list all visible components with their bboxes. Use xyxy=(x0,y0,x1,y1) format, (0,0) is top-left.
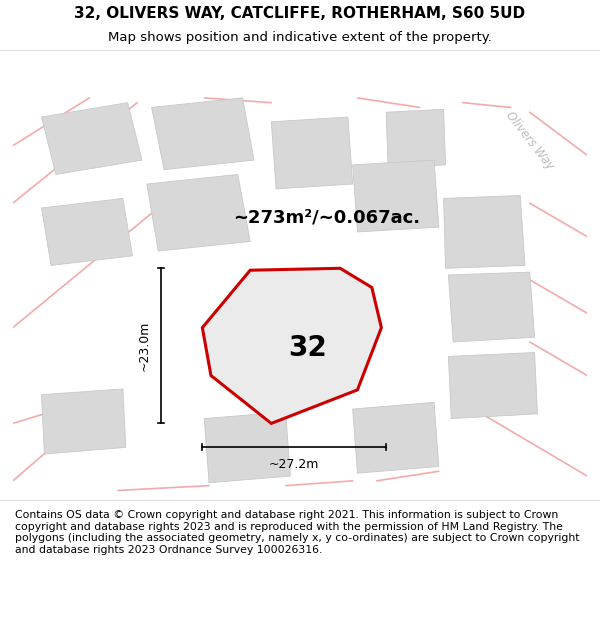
Polygon shape xyxy=(443,196,525,268)
Text: Contains OS data © Crown copyright and database right 2021. This information is : Contains OS data © Crown copyright and d… xyxy=(15,510,580,555)
Polygon shape xyxy=(448,272,535,342)
Polygon shape xyxy=(271,117,353,189)
Polygon shape xyxy=(152,98,254,169)
Text: 32: 32 xyxy=(289,334,327,362)
Polygon shape xyxy=(41,198,133,266)
Polygon shape xyxy=(41,102,142,174)
Polygon shape xyxy=(386,109,446,168)
Polygon shape xyxy=(448,352,538,419)
Polygon shape xyxy=(353,402,439,473)
Text: ~27.2m: ~27.2m xyxy=(269,458,319,471)
Polygon shape xyxy=(41,389,126,454)
Polygon shape xyxy=(147,174,250,251)
Polygon shape xyxy=(204,412,290,482)
Text: ~23.0m: ~23.0m xyxy=(137,321,151,371)
Text: ~273m²/~0.067ac.: ~273m²/~0.067ac. xyxy=(233,209,420,226)
Text: 32, OLIVERS WAY, CATCLIFFE, ROTHERHAM, S60 5UD: 32, OLIVERS WAY, CATCLIFFE, ROTHERHAM, S… xyxy=(74,6,526,21)
Polygon shape xyxy=(353,160,439,232)
Text: Olivers Way: Olivers Way xyxy=(503,109,556,173)
Polygon shape xyxy=(202,268,382,423)
Text: Map shows position and indicative extent of the property.: Map shows position and indicative extent… xyxy=(108,31,492,44)
